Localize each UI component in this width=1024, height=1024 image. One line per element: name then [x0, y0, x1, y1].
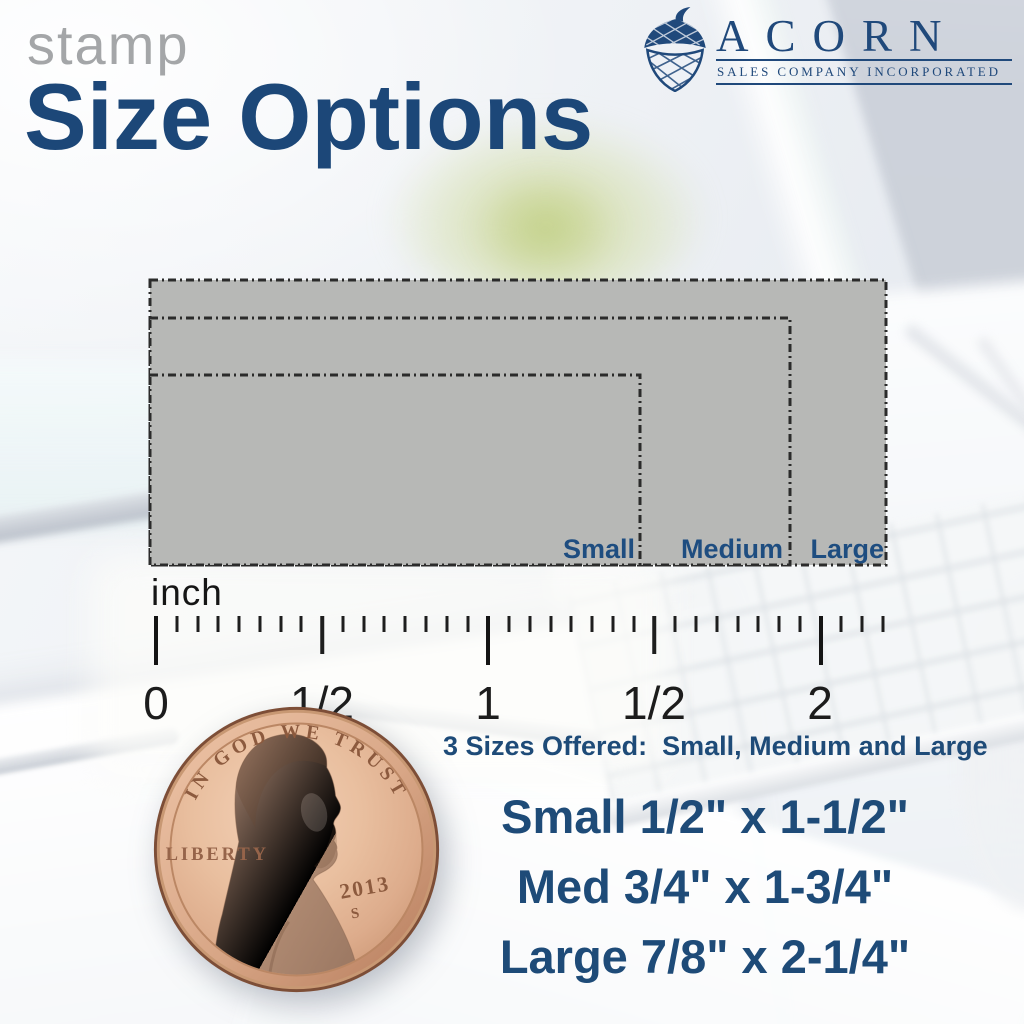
sizes-offered-heading: 3 Sizes Offered: Small, Medium and Large	[443, 731, 988, 761]
medium-dimension-line: Med 3/4" x 1-3/4"	[516, 860, 894, 913]
penny-liberty: LIBERTY	[166, 844, 269, 865]
logo-text: ACORN SALES COMPANY INCORPORATED	[716, 14, 1012, 85]
acorn-icon	[644, 7, 706, 92]
small-dimension-line: Small 1/2" x 1-1/2"	[501, 790, 909, 843]
medium-size-label: Medium	[680, 534, 783, 564]
size-dimension-list: Small 1/2" x 1-1/2" Med 3/4" x 1-3/4" La…	[450, 782, 960, 992]
penny-mint-mark: S	[350, 905, 361, 922]
page-title: Size Options	[24, 64, 594, 169]
plant-blur-inner	[470, 170, 620, 290]
penny-coin: IN GOD WE TRUST LIBERTY 2013 S	[153, 706, 440, 993]
logo-subtitle: SALES COMPANY INCORPORATED	[716, 61, 1012, 85]
eyebrow-text: stamp	[27, 13, 190, 76]
large-dimension-line: Large 7/8" x 2-1/4"	[499, 930, 911, 983]
large-size-label: Large	[810, 534, 884, 564]
logo-name: ACORN	[716, 14, 1012, 61]
size-comparison-diagram	[148, 278, 888, 567]
small-size-label: Small	[562, 534, 635, 564]
lincoln-bust	[213, 733, 363, 975]
small-size-rect	[148, 373, 642, 567]
acorn-logo: ACORN SALES COMPANY INCORPORATED	[642, 6, 1012, 92]
